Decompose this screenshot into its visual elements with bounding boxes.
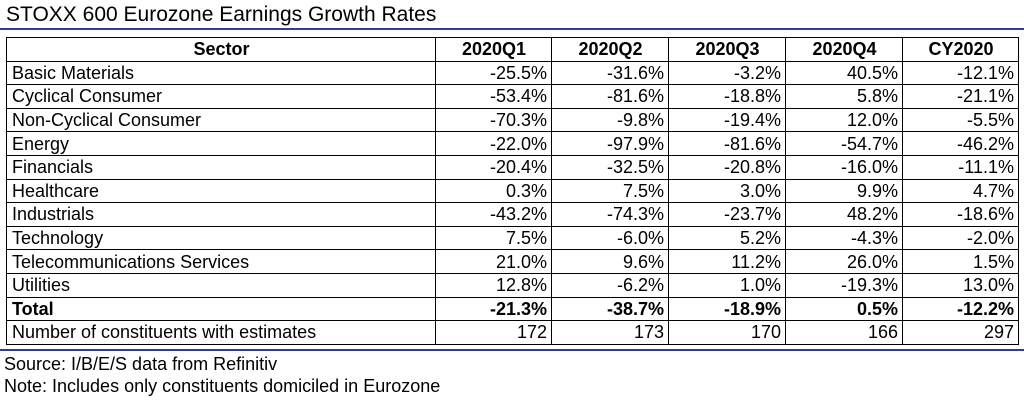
total-value-cell: -21.3% — [435, 296, 552, 322]
table-row: Energy -22.0% -97.9% -81.6% -54.7% -46.2… — [6, 131, 1019, 156]
value-cell: -18.6% — [902, 202, 1019, 227]
total-row: Total -21.3% -38.7% -18.9% 0.5% -12.2% — [6, 296, 1019, 322]
value-cell: 5.2% — [668, 225, 786, 251]
total-value-cell: -18.9% — [668, 296, 786, 322]
value-cell: 5.8% — [785, 84, 903, 109]
value-cell: -53.4% — [435, 84, 552, 109]
value-cell: 9.6% — [551, 249, 669, 274]
value-cell: -81.6% — [551, 84, 669, 109]
sector-cell: Industrials — [6, 202, 436, 227]
value-cell: 12.0% — [785, 107, 903, 133]
constituents-row: Number of constituents with estimates 17… — [6, 320, 1019, 345]
value-cell: 1.0% — [668, 272, 786, 298]
value-cell: -19.4% — [668, 107, 786, 133]
value-cell: 7.5% — [551, 178, 669, 204]
table-row: Healthcare 0.3% 7.5% 3.0% 9.9% 4.7% — [6, 178, 1019, 204]
value-cell: -43.2% — [435, 202, 552, 227]
value-cell: 9.9% — [785, 178, 903, 204]
value-cell: -21.1% — [902, 84, 1019, 109]
total-value-cell: 0.5% — [785, 296, 903, 322]
table-row: Industrials -43.2% -74.3% -23.7% 48.2% -… — [6, 202, 1019, 227]
header-cy2020: CY2020 — [902, 37, 1019, 62]
constituents-count-cell: 297 — [902, 320, 1019, 345]
constituents-count-cell: 172 — [435, 320, 552, 345]
value-cell: -31.6% — [551, 60, 669, 86]
sector-cell: Technology — [6, 225, 436, 251]
sector-cell: Telecommunications Services — [6, 249, 436, 274]
value-cell: 11.2% — [668, 249, 786, 274]
footnote: Note: Includes only constituents domicil… — [4, 376, 441, 396]
table-row: Non-Cyclical Consumer -70.3% -9.8% -19.4… — [6, 107, 1019, 133]
table-row: Utilities 12.8% -6.2% 1.0% -19.3% 13.0% — [6, 272, 1019, 298]
value-cell: -11.1% — [902, 154, 1019, 180]
source-note: Source: I/B/E/S data from Refinitiv — [4, 354, 278, 374]
value-cell: -2.0% — [902, 225, 1019, 251]
sector-cell: Cyclical Consumer — [6, 84, 436, 109]
header-2020q3: 2020Q3 — [668, 37, 786, 62]
sector-cell: Healthcare — [6, 178, 436, 204]
value-cell: -46.2% — [902, 131, 1019, 156]
value-cell: -32.5% — [551, 154, 669, 180]
value-cell: -6.2% — [551, 272, 669, 298]
sector-cell: Basic Materials — [6, 60, 436, 86]
value-cell: 13.0% — [902, 272, 1019, 298]
value-cell: -16.0% — [785, 154, 903, 180]
total-label: Total — [6, 296, 436, 322]
value-cell: -81.6% — [668, 131, 786, 156]
value-cell: -3.2% — [668, 60, 786, 86]
header-row: Sector 2020Q1 2020Q2 2020Q3 2020Q4 CY202… — [6, 37, 1019, 62]
value-cell: -74.3% — [551, 202, 669, 227]
constituents-count-cell: 166 — [785, 320, 903, 345]
total-value-cell: -12.2% — [902, 296, 1019, 322]
value-cell: 12.8% — [435, 272, 552, 298]
value-cell: -5.5% — [902, 107, 1019, 133]
table-row: Telecommunications Services 21.0% 9.6% 1… — [6, 249, 1019, 274]
value-cell: -70.3% — [435, 107, 552, 133]
table-row: Cyclical Consumer -53.4% -81.6% -18.8% 5… — [6, 84, 1019, 109]
header-2020q4: 2020Q4 — [785, 37, 903, 62]
bottom-rule — [0, 349, 1024, 351]
value-cell: 21.0% — [435, 249, 552, 274]
value-cell: 0.3% — [435, 178, 552, 204]
table-row: Financials -20.4% -32.5% -20.8% -16.0% -… — [6, 154, 1019, 180]
value-cell: -18.8% — [668, 84, 786, 109]
value-cell: -19.3% — [785, 272, 903, 298]
value-cell: -20.4% — [435, 154, 552, 180]
value-cell: 4.7% — [902, 178, 1019, 204]
header-2020q1: 2020Q1 — [435, 37, 552, 62]
top-rule — [0, 28, 1024, 30]
value-cell: -25.5% — [435, 60, 552, 86]
value-cell: -54.7% — [785, 131, 903, 156]
sector-cell: Utilities — [6, 272, 436, 298]
value-cell: -20.8% — [668, 154, 786, 180]
value-cell: -9.8% — [551, 107, 669, 133]
table-row: Basic Materials -25.5% -31.6% -3.2% 40.5… — [6, 60, 1019, 86]
value-cell: 7.5% — [435, 225, 552, 251]
constituents-count-cell: 173 — [551, 320, 669, 345]
sector-cell: Financials — [6, 154, 436, 180]
value-cell: 40.5% — [785, 60, 903, 86]
value-cell: -23.7% — [668, 202, 786, 227]
constituents-label: Number of constituents with estimates — [6, 320, 436, 345]
value-cell: -22.0% — [435, 131, 552, 156]
sector-cell: Non-Cyclical Consumer — [6, 107, 436, 133]
value-cell: 26.0% — [785, 249, 903, 274]
value-cell: -97.9% — [551, 131, 669, 156]
value-cell: 1.5% — [902, 249, 1019, 274]
value-cell: -12.1% — [902, 60, 1019, 86]
value-cell: -4.3% — [785, 225, 903, 251]
header-2020q2: 2020Q2 — [551, 37, 669, 62]
earnings-growth-table: Sector 2020Q1 2020Q2 2020Q3 2020Q4 CY202… — [6, 37, 1019, 345]
value-cell: 48.2% — [785, 202, 903, 227]
constituents-count-cell: 170 — [668, 320, 786, 345]
total-value-cell: -38.7% — [551, 296, 669, 322]
value-cell: 3.0% — [668, 178, 786, 204]
table-row: Technology 7.5% -6.0% 5.2% -4.3% -2.0% — [6, 225, 1019, 251]
header-sector: Sector — [6, 37, 436, 62]
table-title: STOXX 600 Eurozone Earnings Growth Rates — [6, 3, 437, 26]
sector-cell: Energy — [6, 131, 436, 156]
value-cell: -6.0% — [551, 225, 669, 251]
